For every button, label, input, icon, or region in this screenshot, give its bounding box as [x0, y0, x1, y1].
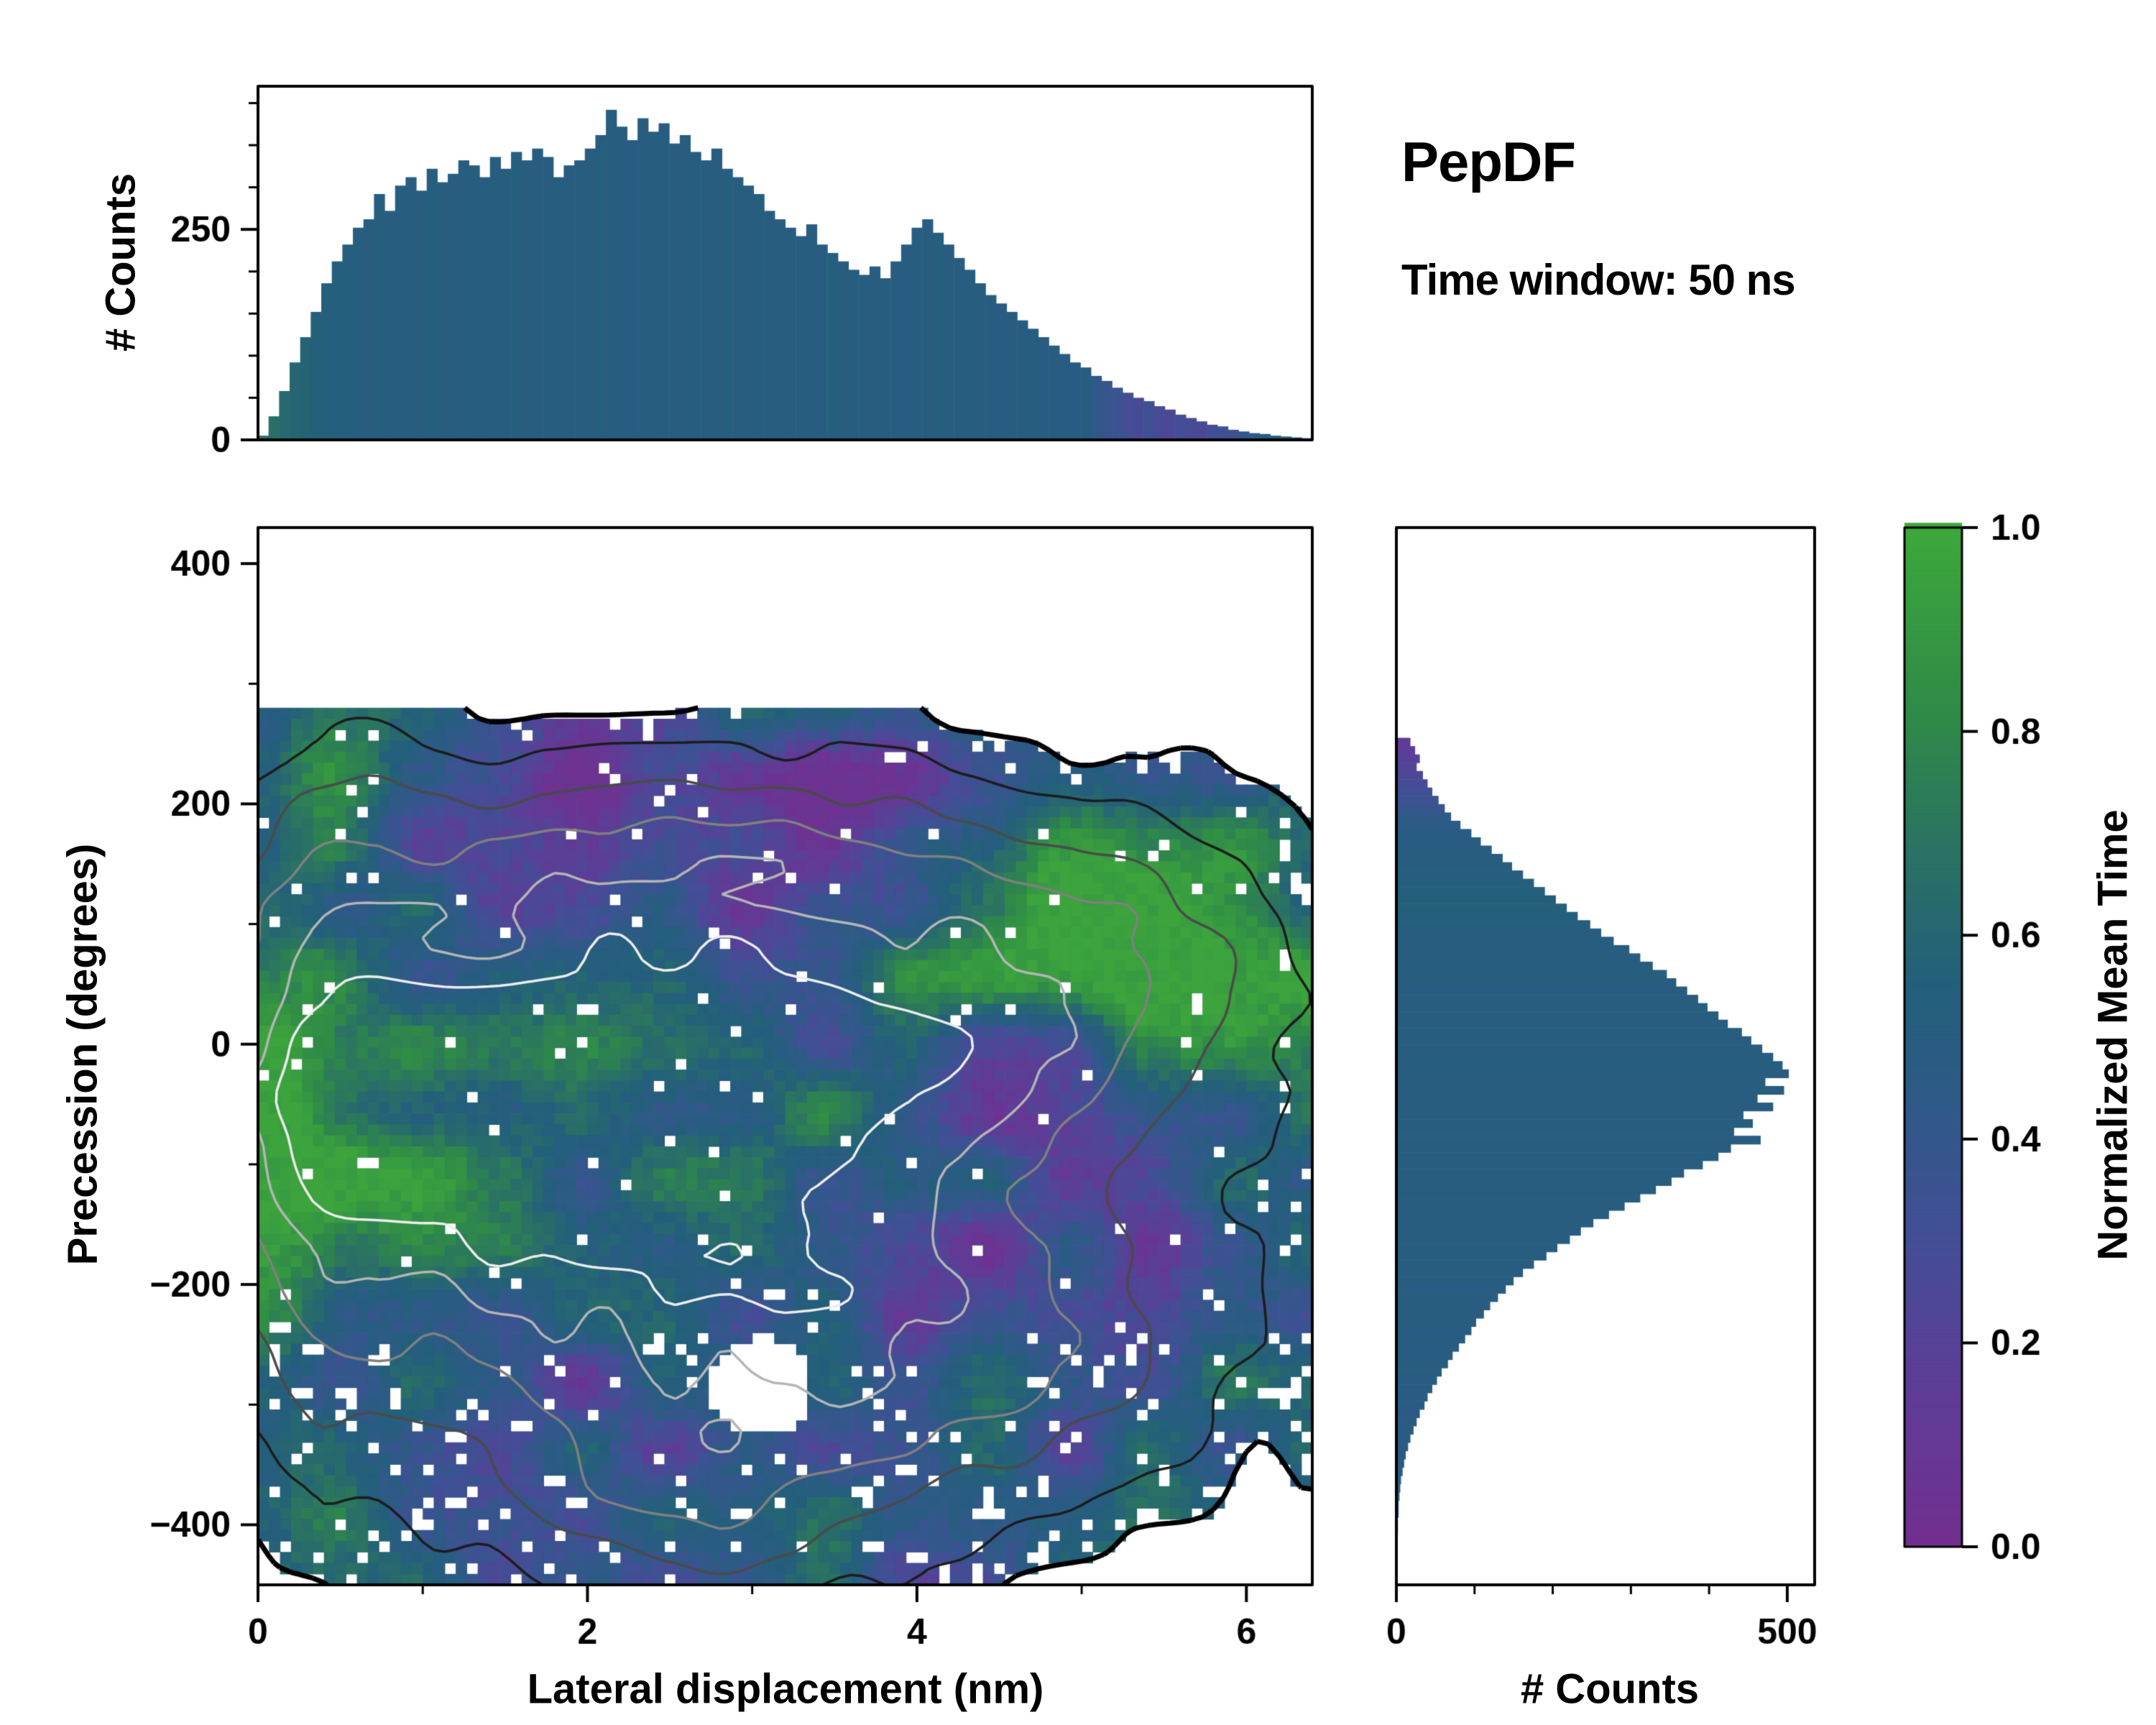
top-hist-ylabel: # Counts [97, 172, 144, 352]
right-hist-xlabel: # Counts [1520, 1665, 1700, 1713]
figure-title: PepDF [1401, 130, 1576, 193]
figure-subtitle: Time window: 50 ns [1401, 256, 1796, 304]
main-xlabel: Lateral displacement (nm) [527, 1665, 1044, 1713]
colorbar-label: Normalized Mean Time [2089, 809, 2137, 1261]
main-ylabel: Precession (degrees) [59, 843, 106, 1266]
